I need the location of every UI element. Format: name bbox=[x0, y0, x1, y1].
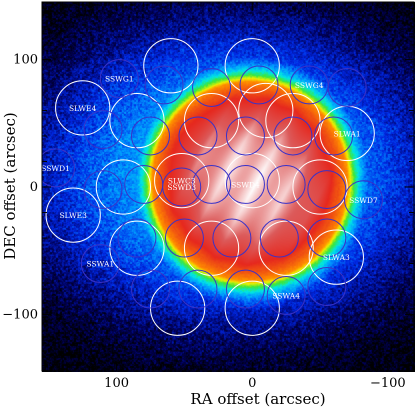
ssw-detector-circle bbox=[99, 59, 139, 99]
ssw-detector-circle bbox=[192, 67, 232, 107]
y-tick-label: 0 bbox=[30, 180, 38, 195]
x-axis-title: RA offset (arcsec) bbox=[190, 390, 325, 408]
slw-detector-circle bbox=[258, 220, 314, 276]
x-tick-label: −100 bbox=[370, 376, 406, 391]
detector-label-sswg4: SSWG4 bbox=[295, 81, 324, 90]
ssw-detector-circle bbox=[178, 269, 218, 309]
ssw-detector-circle bbox=[83, 170, 123, 210]
x-tick-label: 0 bbox=[248, 376, 256, 391]
ssw-detector-circle bbox=[307, 218, 347, 258]
ssw-detector-circle bbox=[212, 218, 252, 258]
ssw-detector-circle bbox=[80, 244, 120, 284]
ssw-detector-circle bbox=[225, 116, 265, 156]
slw-detector-circle bbox=[183, 93, 240, 149]
detector-label-slwa1: SLWA1 bbox=[334, 129, 361, 138]
y-axis-title: DEC offset (arcsec) bbox=[1, 112, 19, 259]
slw-detector-layer bbox=[45, 38, 375, 336]
ssw-detector-circle bbox=[314, 116, 354, 156]
y-tick-label: 100 bbox=[13, 52, 38, 67]
ssw-detector-circle bbox=[164, 218, 204, 258]
detector-label-sswg1: SSWG1 bbox=[105, 75, 134, 84]
ssw-detector-circle bbox=[117, 218, 157, 258]
detector-label-sswd7: SSWD7 bbox=[349, 196, 378, 205]
slw-detector-circle bbox=[292, 159, 348, 215]
detector-label-sswd4: SSWD4 bbox=[231, 180, 260, 189]
ssw-detector-circle bbox=[225, 269, 265, 309]
ssw-detector-circle bbox=[239, 65, 279, 105]
ssw-detector-circle bbox=[144, 65, 184, 105]
detector-label-sswa4: SSWA4 bbox=[272, 291, 300, 300]
detector-label-sswd1: SSWD1 bbox=[41, 164, 70, 173]
slw-detector-circle bbox=[55, 80, 111, 136]
axis-ticks: 100 0 −100 100 0 −100 bbox=[2, 2, 415, 391]
slw-detector-circle bbox=[143, 38, 199, 94]
ssw-detector-circle bbox=[225, 164, 265, 204]
ssw-detector-circle bbox=[83, 110, 123, 150]
ssw-detector-circle bbox=[42, 148, 76, 188]
ssw-detector-circle bbox=[192, 164, 232, 204]
ssw-detector-circle bbox=[131, 116, 170, 156]
ssw-detector-circle bbox=[307, 267, 347, 307]
emission-heatmap bbox=[42, 2, 415, 372]
ssw-detector-circle bbox=[307, 170, 347, 210]
slw-detector-circle bbox=[238, 82, 294, 139]
ssw-detector-circle bbox=[273, 116, 313, 156]
detector-label-sswd3: SSWD3 bbox=[167, 183, 196, 192]
slw-detector-circle bbox=[154, 152, 210, 209]
slw-detector-circle bbox=[265, 93, 321, 149]
detector-label-slwa3: SLWA3 bbox=[323, 253, 350, 262]
ssw-detector-circle bbox=[131, 269, 170, 309]
slw-detector-circle bbox=[224, 280, 280, 336]
ssw-detector-circle bbox=[178, 116, 218, 156]
ssw-detector-circle bbox=[327, 67, 367, 107]
detector-label-layer: SLWE4 SLWE3 SLWA1 SLWA3 SLWC3 SSWG1 SSWG4 SSWD1… bbox=[41, 75, 378, 301]
ssw-detector-circle bbox=[266, 164, 306, 204]
ssw-detector-circle bbox=[266, 275, 306, 315]
slw-detector-circle bbox=[224, 38, 280, 94]
ssw-detector-circle bbox=[124, 164, 164, 204]
ssw-detector-circle bbox=[343, 180, 383, 220]
slw-detector-circle bbox=[95, 159, 152, 215]
slw-detector-circle bbox=[45, 187, 101, 243]
detector-label-slwc3: SLWC3 bbox=[168, 177, 196, 186]
x-tick-label: 100 bbox=[104, 376, 129, 391]
detector-label-sswa1: SSWA1 bbox=[86, 260, 114, 269]
ssw-detector-circle bbox=[259, 218, 299, 258]
y-tick-label: −100 bbox=[2, 308, 38, 323]
detector-label-slwe4: SLWE4 bbox=[69, 104, 97, 113]
slw-detector-circle bbox=[308, 229, 364, 285]
slw-detector-circle bbox=[109, 93, 165, 149]
ssw-detector-layer bbox=[42, 59, 383, 315]
detector-label-slwe3: SLWE3 bbox=[59, 211, 87, 220]
